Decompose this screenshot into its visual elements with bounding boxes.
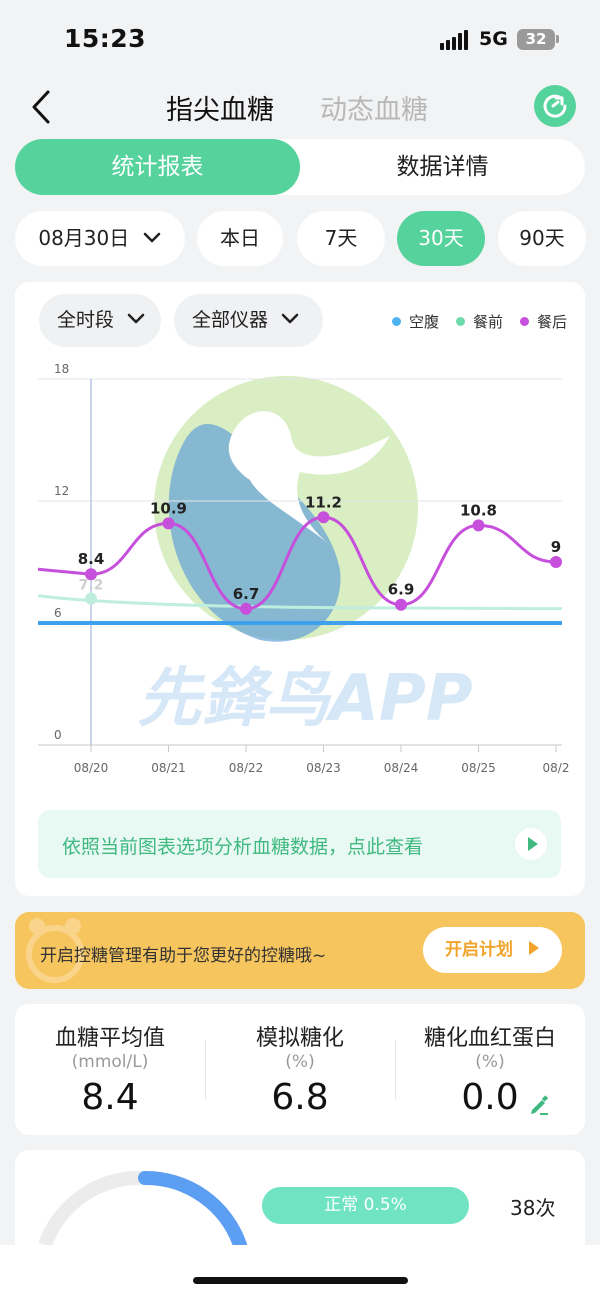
network-type: 5G (479, 28, 508, 50)
back-icon[interactable] (30, 90, 52, 124)
segment-stats-report[interactable]: 统计报表 (15, 139, 300, 195)
legend-fasting: 空腹 (392, 311, 439, 332)
legend-label: 餐前 (473, 313, 504, 331)
stat-avg-value: 8.4 (81, 1077, 139, 1118)
chevron-down-icon (281, 313, 299, 324)
glucose-line-chart: 先鋒鸟APP 0 6 12 18 08/20 08/21 08/22 08/23 08/24 08… (37, 362, 570, 775)
after-meal-label: 11.2 (305, 493, 342, 511)
legend-dot (456, 317, 465, 326)
start-plan-label: 开启计划 (445, 940, 513, 960)
x-tick-label: 08/21 (151, 761, 186, 775)
device-label: 全部仪器 (192, 309, 269, 331)
analysis-link[interactable] (38, 810, 561, 878)
date-picker[interactable]: 08月30日 (15, 211, 185, 266)
y-tick-label: 6 (54, 606, 62, 620)
segment-data-details[interactable]: 数据详情 (396, 154, 489, 180)
analysis-play-button[interactable] (515, 828, 547, 860)
tab-continuous-glucose[interactable]: 动态血糖 (320, 95, 428, 126)
stat-hba1c-value: 0.0 (461, 1077, 519, 1118)
stat-avg-label: 血糖平均值 (54, 1026, 165, 1051)
after-meal-point (240, 602, 252, 615)
divider (205, 1040, 206, 1100)
after-meal-point (395, 598, 407, 611)
after-meal-point (85, 568, 97, 581)
status-badge: 正常 0.5% (262, 1187, 469, 1224)
play-icon (528, 941, 539, 955)
battery-icon: 32 (517, 29, 555, 50)
battery-nub (556, 35, 559, 43)
after-meal-point (317, 511, 330, 524)
range-7-days[interactable]: 7天 (297, 211, 385, 266)
legend-dot (520, 317, 529, 326)
signal-icon (440, 30, 468, 50)
play-icon (528, 837, 538, 851)
stat-sim-a1c-value: 6.8 (271, 1077, 329, 1118)
bottom-safe-area (0, 1245, 600, 1298)
date-picker-label: 08月30日 (38, 226, 130, 250)
stat-hba1c-label: 糖化血红蛋白 (423, 1026, 556, 1051)
start-plan-button[interactable]: 开启计划 (423, 927, 562, 973)
range-90-days[interactable]: 90天 (498, 211, 586, 266)
edit-icon[interactable] (528, 1094, 550, 1116)
time-period-dropdown[interactable]: 全时段 (39, 294, 161, 347)
refresh-icon (543, 94, 567, 118)
watermark-logo (154, 376, 418, 642)
after-meal-line (37, 515, 557, 611)
time-period-label: 全时段 (57, 309, 115, 331)
after-meal-label: 10.9 (150, 499, 187, 517)
banner-text: 开启控糖管理有助于您更好的控糖哦~ (40, 946, 327, 966)
legend-label: 空腹 (409, 313, 440, 331)
range-30-days[interactable]: 30天 (397, 211, 485, 266)
range-today[interactable]: 本日 (197, 211, 283, 266)
y-tick-label: 12 (54, 484, 69, 498)
x-tick-label: 08/20 (74, 761, 109, 775)
refresh-button[interactable] (534, 85, 576, 127)
after-meal-label: 9 (551, 538, 561, 556)
x-tick-label: 08/24 (384, 761, 419, 775)
x-tick-label: 08/23 (306, 761, 341, 775)
reading-count: 38次 (510, 1196, 556, 1220)
x-tick-label: 08/25 (461, 761, 496, 775)
stat-hba1c-unit: (%) (475, 1052, 505, 1072)
home-indicator (193, 1277, 408, 1284)
distribution-ring (38, 1170, 247, 1245)
after-meal-label: 6.7 (233, 585, 260, 603)
stat-sim-a1c-label: 模拟糖化 (255, 1026, 344, 1051)
legend-after-meal: 餐后 (520, 311, 567, 332)
watermark-text: 先鋒鸟APP (137, 662, 472, 736)
stats-card (15, 1004, 585, 1135)
before-meal-label: 7.2 (79, 578, 104, 594)
tab-fingertip-glucose[interactable]: 指尖血糖 (166, 95, 274, 126)
after-meal-point (472, 519, 485, 532)
legend-dot (392, 317, 401, 326)
after-meal-label: 10.8 (460, 501, 497, 519)
after-meal-point (162, 517, 175, 530)
chevron-down-icon (127, 313, 145, 324)
after-meal-point (550, 556, 562, 568)
x-tick-label: 08/22 (229, 761, 264, 775)
x-tick-label: 08/2 (543, 761, 570, 775)
y-tick-label: 0 (54, 728, 62, 742)
stat-sim-a1c-unit: (%) (285, 1052, 315, 1072)
after-meal-label: 8.4 (78, 550, 105, 568)
stat-avg-unit: (mmol/L) (71, 1052, 149, 1072)
device-dropdown[interactable]: 全部仪器 (174, 294, 323, 347)
legend-label: 餐后 (537, 313, 568, 331)
analysis-text: 依照当前图表选项分析血糖数据，点此查看 (62, 836, 424, 858)
status-time: 15:23 (64, 24, 147, 53)
alarm-clock-icon (26, 918, 84, 983)
chevron-down-icon (143, 232, 160, 243)
before-meal-line (37, 594, 563, 611)
y-tick-label: 18 (54, 362, 69, 376)
legend-before-meal: 餐前 (456, 311, 503, 332)
before-meal-point (85, 592, 97, 605)
after-meal-label: 6.9 (388, 581, 415, 599)
divider (395, 1040, 396, 1100)
